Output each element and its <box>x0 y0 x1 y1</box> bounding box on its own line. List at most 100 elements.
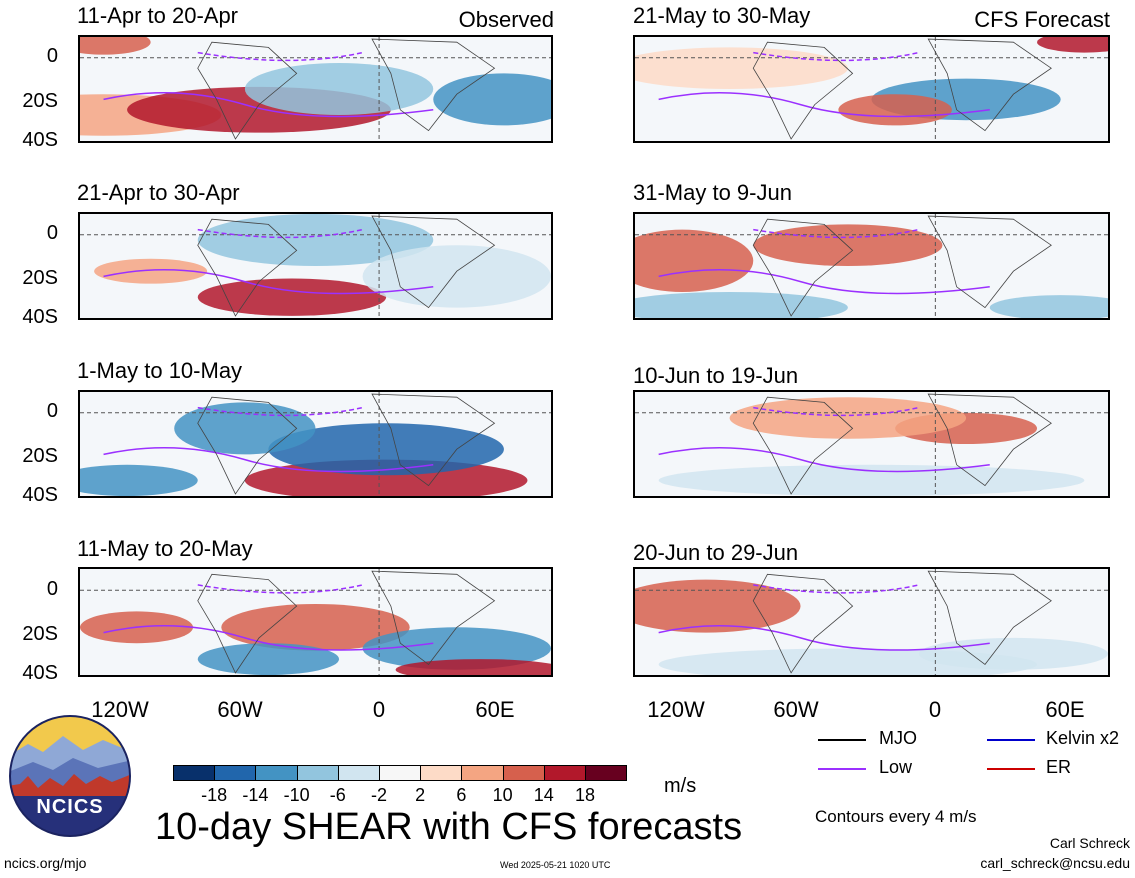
shear-field <box>80 37 551 141</box>
south-america-outline <box>752 218 854 317</box>
ylabel-40s: 40S <box>22 129 58 151</box>
low-contour <box>753 584 919 594</box>
shear-shading <box>918 637 1108 670</box>
legend-label-low: Low <box>879 757 913 777</box>
ylabel-40s: 40S <box>22 484 58 506</box>
low-contour <box>197 228 363 239</box>
colorbar-tick-label: -18 <box>201 785 228 805</box>
low-contour <box>103 625 434 651</box>
africa-outline <box>371 38 496 132</box>
xlabel-60w: 60W <box>773 697 819 722</box>
shear-shading <box>635 229 754 292</box>
map-panel-4 <box>78 567 553 677</box>
shear-field <box>80 569 551 675</box>
colorbar-tick-label: -6 <box>329 785 346 805</box>
shear-shading <box>221 603 410 651</box>
logo-text: NCICS <box>36 796 104 818</box>
colorbar-swatch <box>214 765 257 781</box>
shear-field <box>80 392 551 496</box>
colorbar-tick-label: 10 <box>492 785 513 805</box>
panel-title-3: 1-May to 10-May <box>77 358 243 383</box>
ylabel-40s: 40S <box>22 306 58 328</box>
low-contour <box>197 406 363 417</box>
observed-label: Observed <box>458 7 554 32</box>
colorbar-swatch <box>173 765 216 781</box>
africa-outline <box>371 215 496 309</box>
shear-shading <box>197 214 434 266</box>
panel-title-2: 21-Apr to 30-Apr <box>77 180 240 205</box>
legend-label-er: ER <box>1046 757 1072 777</box>
shear-shading <box>362 627 551 670</box>
shear-shading <box>197 643 340 675</box>
legend-line-mjo <box>818 739 866 741</box>
africa-outline <box>371 570 496 665</box>
south-america-outline <box>752 396 854 495</box>
low-contour <box>658 269 990 295</box>
ylabel-40s: 40S <box>22 662 58 684</box>
shear-shading <box>80 37 151 55</box>
shear-shading <box>658 464 1085 496</box>
colorbar-tick-label: -14 <box>242 785 269 805</box>
xlabel-60e: 60E <box>475 697 515 722</box>
legend-line-kelvin <box>987 739 1035 741</box>
colorbar-swatch <box>461 765 504 781</box>
shear-shading <box>174 402 316 455</box>
africa-outline <box>371 393 496 487</box>
africa-outline <box>927 393 1052 487</box>
colorbar-tick-label: 14 <box>533 785 554 805</box>
shear-shading <box>244 63 434 115</box>
colorbar-tick-label: -10 <box>283 785 310 805</box>
ylabel-20s: 20S <box>22 267 58 289</box>
map-panel-6 <box>633 212 1110 320</box>
panel-title-1: 11-Apr to 20-Apr <box>77 3 239 28</box>
shear-shading <box>268 423 504 476</box>
shear-field <box>80 214 551 318</box>
ylabel-20s: 20S <box>22 445 58 467</box>
low-contour <box>197 51 363 62</box>
africa-outline <box>927 570 1052 665</box>
legend-line-low <box>818 768 866 770</box>
footer-email[interactable]: carl_schreck@ncsu.edu <box>980 855 1130 871</box>
colorbar-swatch <box>502 765 545 781</box>
south-america-outline <box>197 218 298 317</box>
low-contour <box>658 447 990 473</box>
ncics-logo-graphic <box>9 715 131 837</box>
shear-field <box>635 214 1108 318</box>
colorbar-tick-label: 18 <box>574 785 596 805</box>
shear-field <box>635 569 1108 675</box>
legend-label-kelvin: Kelvin x2 <box>1046 728 1120 748</box>
map-panel-8 <box>633 567 1110 677</box>
shear-shading <box>729 397 967 439</box>
xlabel-120w: 120W <box>647 697 705 722</box>
footer-url[interactable]: ncics.org/mjo <box>4 855 87 871</box>
shear-shading <box>635 47 848 89</box>
map-panel-2 <box>78 212 553 320</box>
footer-author: Carl Schreck <box>1049 835 1130 851</box>
ylabel-eq: 0 <box>46 45 58 67</box>
low-contour <box>658 625 990 651</box>
shear-field <box>635 392 1108 496</box>
panel-title-6: 31-May to 9-Jun <box>633 180 792 205</box>
map-panel-1 <box>78 35 553 143</box>
low-contour <box>753 228 919 239</box>
main-title: 10-day SHEAR with CFS forecasts <box>155 806 743 848</box>
colorbar-tick-label: 2 <box>415 785 426 805</box>
low-contour <box>103 92 434 118</box>
south-america-outline <box>752 41 854 140</box>
forecast-label: CFS Forecast <box>974 7 1110 32</box>
shear-shading <box>1037 37 1108 53</box>
xlabel-60w: 60W <box>217 697 263 722</box>
colorbar-swatch <box>585 765 628 781</box>
shear-shading <box>197 278 387 316</box>
footer-timestamp: Wed 2025-05-21 1020 UTC <box>500 860 611 870</box>
colorbar-unit: m/s <box>664 775 697 797</box>
map-panel-7 <box>633 390 1110 498</box>
colorbar-swatch <box>296 765 339 781</box>
ylabel-eq: 0 <box>46 400 58 422</box>
low-contour <box>197 584 363 594</box>
low-contour <box>658 92 990 118</box>
shear-shading <box>362 245 551 308</box>
africa-outline <box>927 38 1052 132</box>
low-contour <box>103 269 434 295</box>
ylabel-eq: 0 <box>46 578 58 600</box>
